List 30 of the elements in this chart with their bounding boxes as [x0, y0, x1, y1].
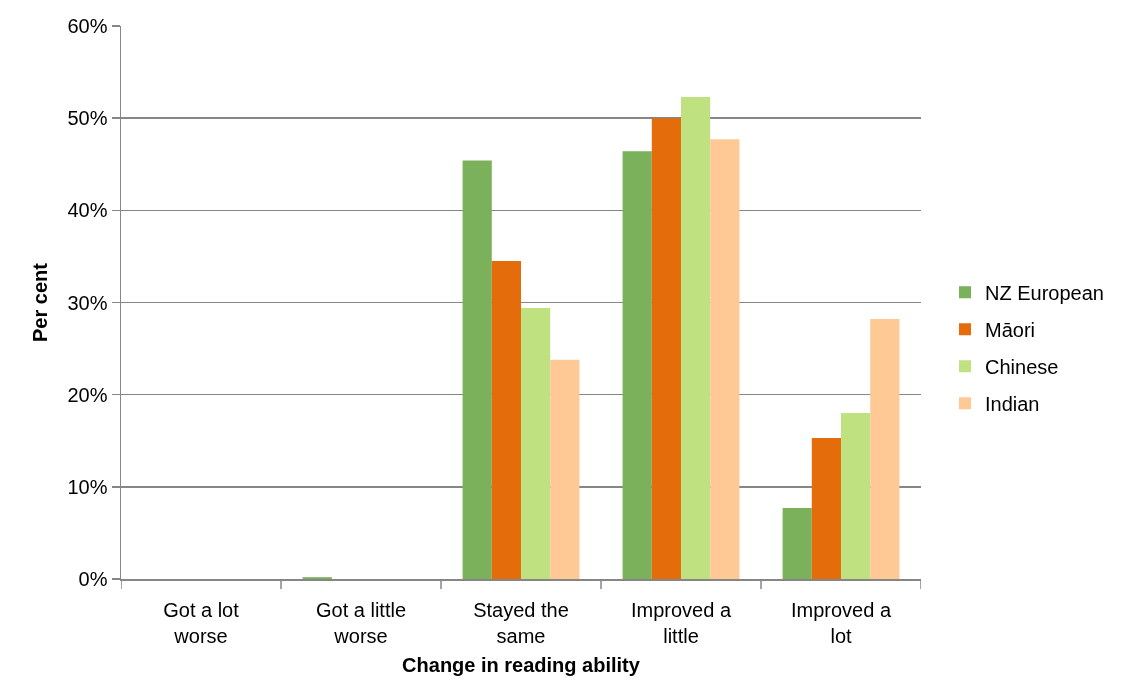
- bar: [710, 139, 740, 579]
- bar: [521, 308, 551, 579]
- x-axis-title: Change in reading ability: [402, 653, 641, 676]
- y-tick-label: 60%: [67, 15, 108, 37]
- y-tick-label: 0%: [78, 568, 108, 590]
- bar: [462, 160, 492, 579]
- bar: [811, 437, 841, 579]
- bar: [841, 413, 871, 579]
- bar: [681, 96, 711, 579]
- bar: [782, 508, 812, 579]
- bar: [870, 319, 900, 579]
- y-tick-label: 50%: [67, 107, 108, 130]
- y-tick-label: 30%: [67, 291, 108, 314]
- y-tick-label: 10%: [67, 475, 108, 498]
- x-tick-label: Got a little worse: [315, 598, 407, 647]
- legend-label: NZ European: [985, 282, 1104, 305]
- y-axis-title: Per cent: [29, 262, 52, 342]
- legend-label: Chinese: [985, 356, 1059, 379]
- x-tick-label: Got a lot worse: [163, 598, 240, 647]
- bar: [622, 151, 652, 579]
- bar: [550, 359, 580, 579]
- bar: [651, 118, 681, 579]
- bar: [491, 261, 521, 579]
- y-tick-label: 20%: [67, 383, 108, 406]
- legend-label: Māori: [985, 319, 1036, 342]
- y-tick-label: 40%: [67, 199, 108, 222]
- x-tick-label: Improved a little: [630, 598, 732, 647]
- x-tick-label: Stayed the same: [473, 598, 569, 647]
- legend-label: Indian: [985, 393, 1040, 416]
- x-tick-label: Improved a lot: [790, 598, 892, 647]
